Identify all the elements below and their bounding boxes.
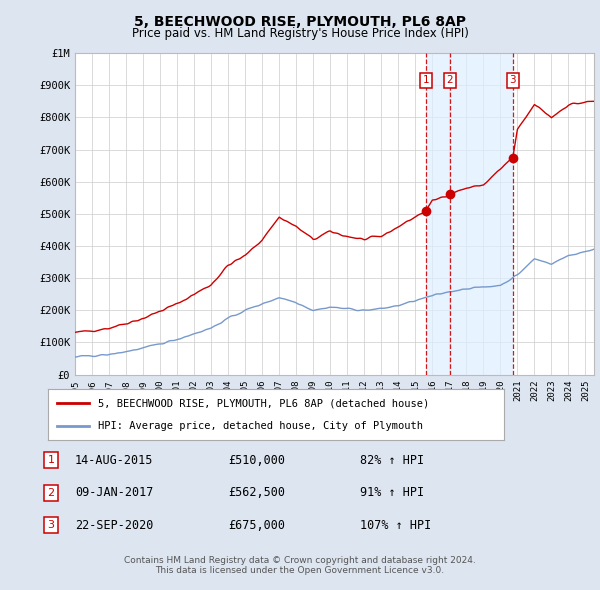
Text: 91% ↑ HPI: 91% ↑ HPI: [360, 486, 424, 499]
Text: 1: 1: [47, 455, 55, 465]
Text: 14-AUG-2015: 14-AUG-2015: [75, 454, 154, 467]
Text: 82% ↑ HPI: 82% ↑ HPI: [360, 454, 424, 467]
Text: 5, BEECHWOOD RISE, PLYMOUTH, PL6 8AP (detached house): 5, BEECHWOOD RISE, PLYMOUTH, PL6 8AP (de…: [98, 398, 430, 408]
Text: 2: 2: [47, 488, 55, 497]
Text: Contains HM Land Registry data © Crown copyright and database right 2024.
This d: Contains HM Land Registry data © Crown c…: [124, 556, 476, 575]
Text: HPI: Average price, detached house, City of Plymouth: HPI: Average price, detached house, City…: [98, 421, 423, 431]
Text: 5, BEECHWOOD RISE, PLYMOUTH, PL6 8AP: 5, BEECHWOOD RISE, PLYMOUTH, PL6 8AP: [134, 15, 466, 29]
Text: £675,000: £675,000: [228, 519, 285, 532]
Text: 22-SEP-2020: 22-SEP-2020: [75, 519, 154, 532]
Text: Price paid vs. HM Land Registry's House Price Index (HPI): Price paid vs. HM Land Registry's House …: [131, 27, 469, 40]
Text: £510,000: £510,000: [228, 454, 285, 467]
Text: 09-JAN-2017: 09-JAN-2017: [75, 486, 154, 499]
Bar: [426, 53, 513, 375]
Text: 107% ↑ HPI: 107% ↑ HPI: [360, 519, 431, 532]
Text: 1: 1: [422, 76, 429, 86]
Text: 2: 2: [446, 76, 453, 86]
Text: £562,500: £562,500: [228, 486, 285, 499]
Text: 3: 3: [509, 76, 516, 86]
Text: 3: 3: [47, 520, 55, 530]
